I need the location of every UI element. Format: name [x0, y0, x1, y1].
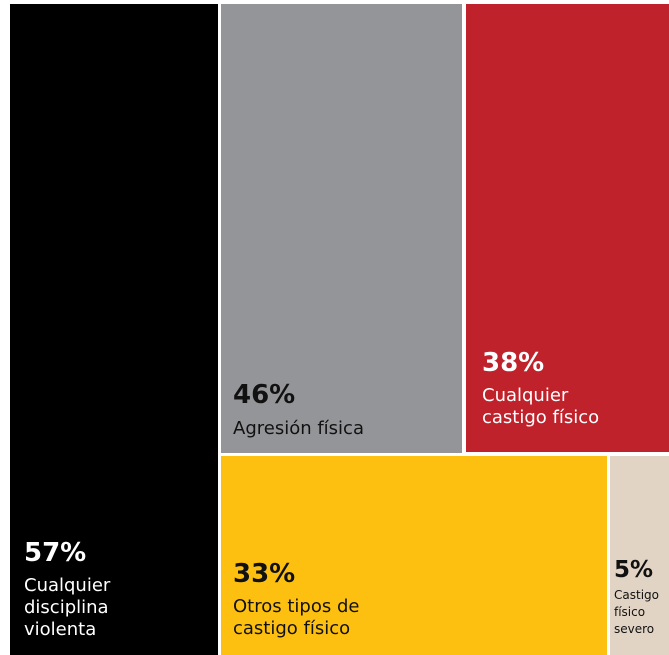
cell-disciplina-violenta: 57% Cualquier disciplina violenta: [10, 4, 218, 655]
cell-otros-tipos-castigo: 33% Otros tipos de castigo físico: [221, 456, 607, 655]
percent-label: 46%: [233, 380, 296, 410]
percent-label: 57%: [24, 538, 87, 568]
percent-label: 38%: [482, 348, 545, 378]
category-label: Cualquier disciplina violenta: [24, 575, 111, 640]
category-label: Castigo físico severo: [614, 588, 659, 636]
category-label: Otros tipos de castigo físico: [233, 596, 360, 639]
percent-label: 5%: [614, 557, 654, 583]
cell-castigo-fisico-severo: 5% Castigo físico severo: [610, 456, 669, 655]
cell-cualquier-castigo-fisico: 38% Cualquier castigo físico: [466, 4, 669, 452]
category-label: Agresión física: [233, 418, 364, 439]
category-label: Cualquier castigo físico: [482, 385, 600, 428]
percent-label: 33%: [233, 559, 296, 589]
cell-agresion-fisica: 46% Agresión física: [221, 4, 462, 453]
